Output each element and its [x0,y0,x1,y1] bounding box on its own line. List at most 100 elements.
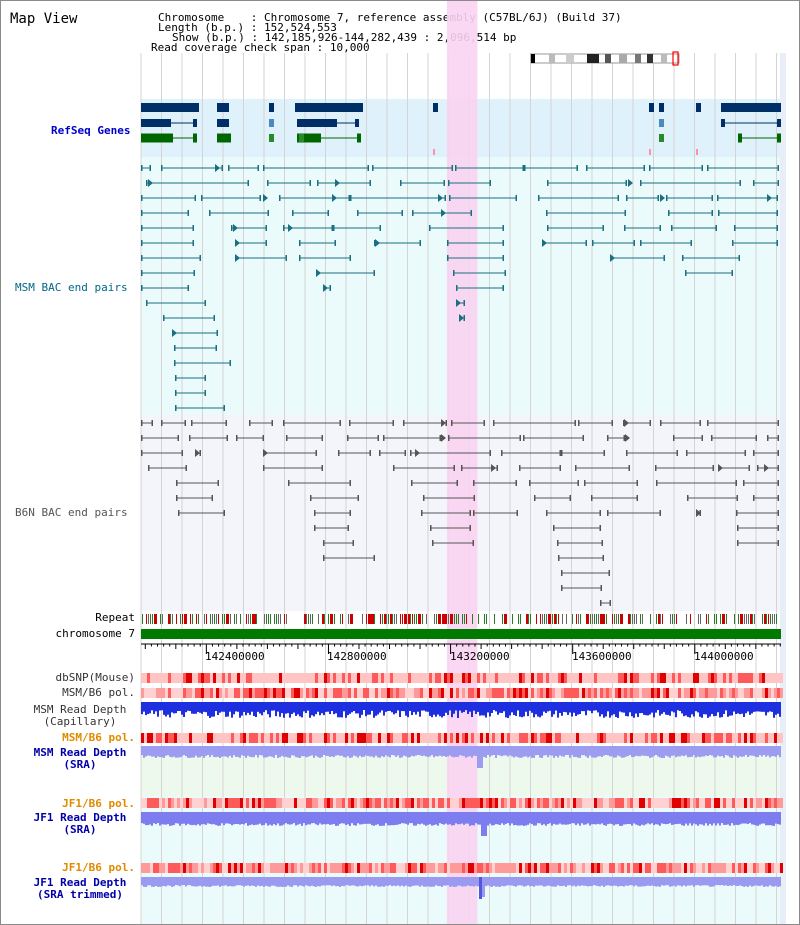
repeat-mark[interactable] [762,614,763,624]
b6n-pair-end[interactable] [659,510,662,516]
jf1-trimmed-depth-bar[interactable] [309,877,311,887]
msm-pol-cell[interactable] [615,688,618,698]
msm-capillary-depth-bar[interactable] [417,702,419,712]
msm-sra-depth-bar[interactable] [245,746,247,758]
repeat-mark[interactable] [776,614,777,624]
repeat-mark[interactable] [628,614,631,624]
repeat-mark[interactable] [286,614,287,624]
msm-pair-end[interactable] [292,210,294,216]
jf1-sra-depth-bar[interactable] [379,812,381,826]
b6n-pair-arrow[interactable] [491,464,496,472]
msm-capillary-depth-bar[interactable] [349,702,351,714]
jf1-pol-cell[interactable] [156,798,159,808]
repeat-mark[interactable] [246,614,247,624]
b6n-pair-end[interactable] [217,480,220,486]
msm-pair-end[interactable] [204,300,207,306]
jf1-pol-cell[interactable] [294,798,297,808]
dbsnp-cell[interactable] [156,673,159,683]
jf1-sra-depth-bar[interactable] [365,812,367,824]
repeat-mark[interactable] [384,614,387,624]
jf1-pol-cell[interactable] [516,798,519,808]
msm-sra-depth-bar[interactable] [329,746,331,757]
msm-sra-depth-bar[interactable] [743,746,745,757]
msm-capillary-depth-bar[interactable] [513,702,515,716]
jf1-pol-cell[interactable] [183,798,186,808]
msm-pol-cell[interactable] [429,688,432,698]
msm-pol-cell[interactable] [714,688,717,698]
msm-pol2-cell[interactable] [552,733,555,743]
msm-pol2-cell[interactable] [567,733,570,743]
msm-sra-depth-bar[interactable] [341,746,343,756]
jf1-pol2-cell[interactable] [354,863,357,873]
msm-pol-cell[interactable] [477,688,480,698]
msm-pol2-cell[interactable] [165,733,168,743]
msm-capillary-depth-bar[interactable] [589,702,591,711]
msm-pol-cell[interactable] [336,688,339,698]
jf1-trimmed-depth-bar[interactable] [313,877,315,887]
jf1-sra-depth-bar[interactable] [533,812,535,826]
msm-pol-cell[interactable] [753,688,756,698]
msm-sra-depth-bar[interactable] [627,746,629,757]
msm-pol2-cell[interactable] [675,733,678,743]
repeat-mark[interactable] [750,614,753,624]
b6n-pair-end[interactable] [534,495,536,501]
msm-sra-depth-bar[interactable] [507,746,509,757]
msm-pol-cell[interactable] [213,688,216,698]
jf1-pol-cell[interactable] [759,798,762,808]
msm-pol-cell[interactable] [735,688,738,698]
jf1-trimmed-depth-bar[interactable] [573,877,575,886]
ideogram-band[interactable] [619,54,627,63]
msm-sra-depth-bar[interactable] [777,746,779,756]
msm-sra-depth-bar[interactable] [499,746,501,756]
dbsnp-cell[interactable] [747,673,750,683]
jf1-trimmed-depth-bar[interactable] [195,877,197,887]
msm-sra-depth-bar[interactable] [527,746,529,758]
jf1-pol-cell[interactable] [147,798,150,808]
msm-capillary-depth-bar[interactable] [289,702,291,718]
jf1-trimmed-depth-bar[interactable] [189,877,191,886]
msm-pair-end[interactable] [209,210,211,216]
msm-sra-depth-bar[interactable] [631,746,633,757]
msm-pol2-cell[interactable] [603,733,606,743]
dbsnp-cell[interactable] [705,673,708,683]
jf1-pol-cell[interactable] [480,798,483,808]
jf1-trimmed-depth-bar[interactable] [449,877,451,887]
jf1-pol2-cell[interactable] [240,863,243,873]
msm-pol2-cell[interactable] [780,733,783,743]
b6n-pair-end[interactable] [473,510,475,516]
jf1-trimmed-depth-bar[interactable] [185,877,187,887]
jf1-pol2-cell[interactable] [531,863,534,873]
jf1-sra-depth-bar[interactable] [187,812,189,824]
msm-capillary-depth-bar[interactable] [779,702,781,717]
msm-pol2-cell[interactable] [771,733,774,743]
jf1-sra-depth-bar[interactable] [273,812,275,825]
msm-capillary-depth-bar[interactable] [501,702,503,714]
jf1-sra-depth-bar[interactable] [565,812,567,825]
dbsnp-cell[interactable] [654,673,657,683]
jf1-pol-cell[interactable] [669,798,672,808]
msm-pair-end[interactable] [731,270,734,276]
jf1-trimmed-depth-bar[interactable] [141,877,143,886]
msm-pair-end[interactable] [624,225,626,231]
jf1-pol-cell[interactable] [402,798,405,808]
jf1-sra-depth-bar[interactable] [645,812,647,825]
msm-pol-cell[interactable] [462,688,465,698]
jf1-sra-depth-bar[interactable] [387,812,389,826]
jf1-sra-depth-bar[interactable] [405,812,407,824]
msm-pol-cell[interactable] [360,688,363,698]
msm-pair-end[interactable] [666,195,668,201]
msm-pair-end[interactable] [776,240,779,246]
msm-pair-end[interactable] [279,195,281,201]
jf1-sra-depth-bar[interactable] [521,812,523,826]
msm-pair-end[interactable] [685,270,687,276]
msm-sra-depth-bar[interactable] [363,746,365,757]
jf1-pol2-cell[interactable] [213,863,216,873]
jf1-trimmed-depth-bar[interactable] [539,877,541,886]
jf1-sra-depth-bar[interactable] [619,812,621,826]
msm-sra-depth-bar[interactable] [343,746,345,758]
repeat-mark[interactable] [512,614,513,624]
repeat-mark[interactable] [746,614,747,624]
msm-pol2-cell[interactable] [504,733,507,743]
msm-pair-arrow[interactable] [316,269,321,277]
b6n-pair-end[interactable] [735,480,738,486]
